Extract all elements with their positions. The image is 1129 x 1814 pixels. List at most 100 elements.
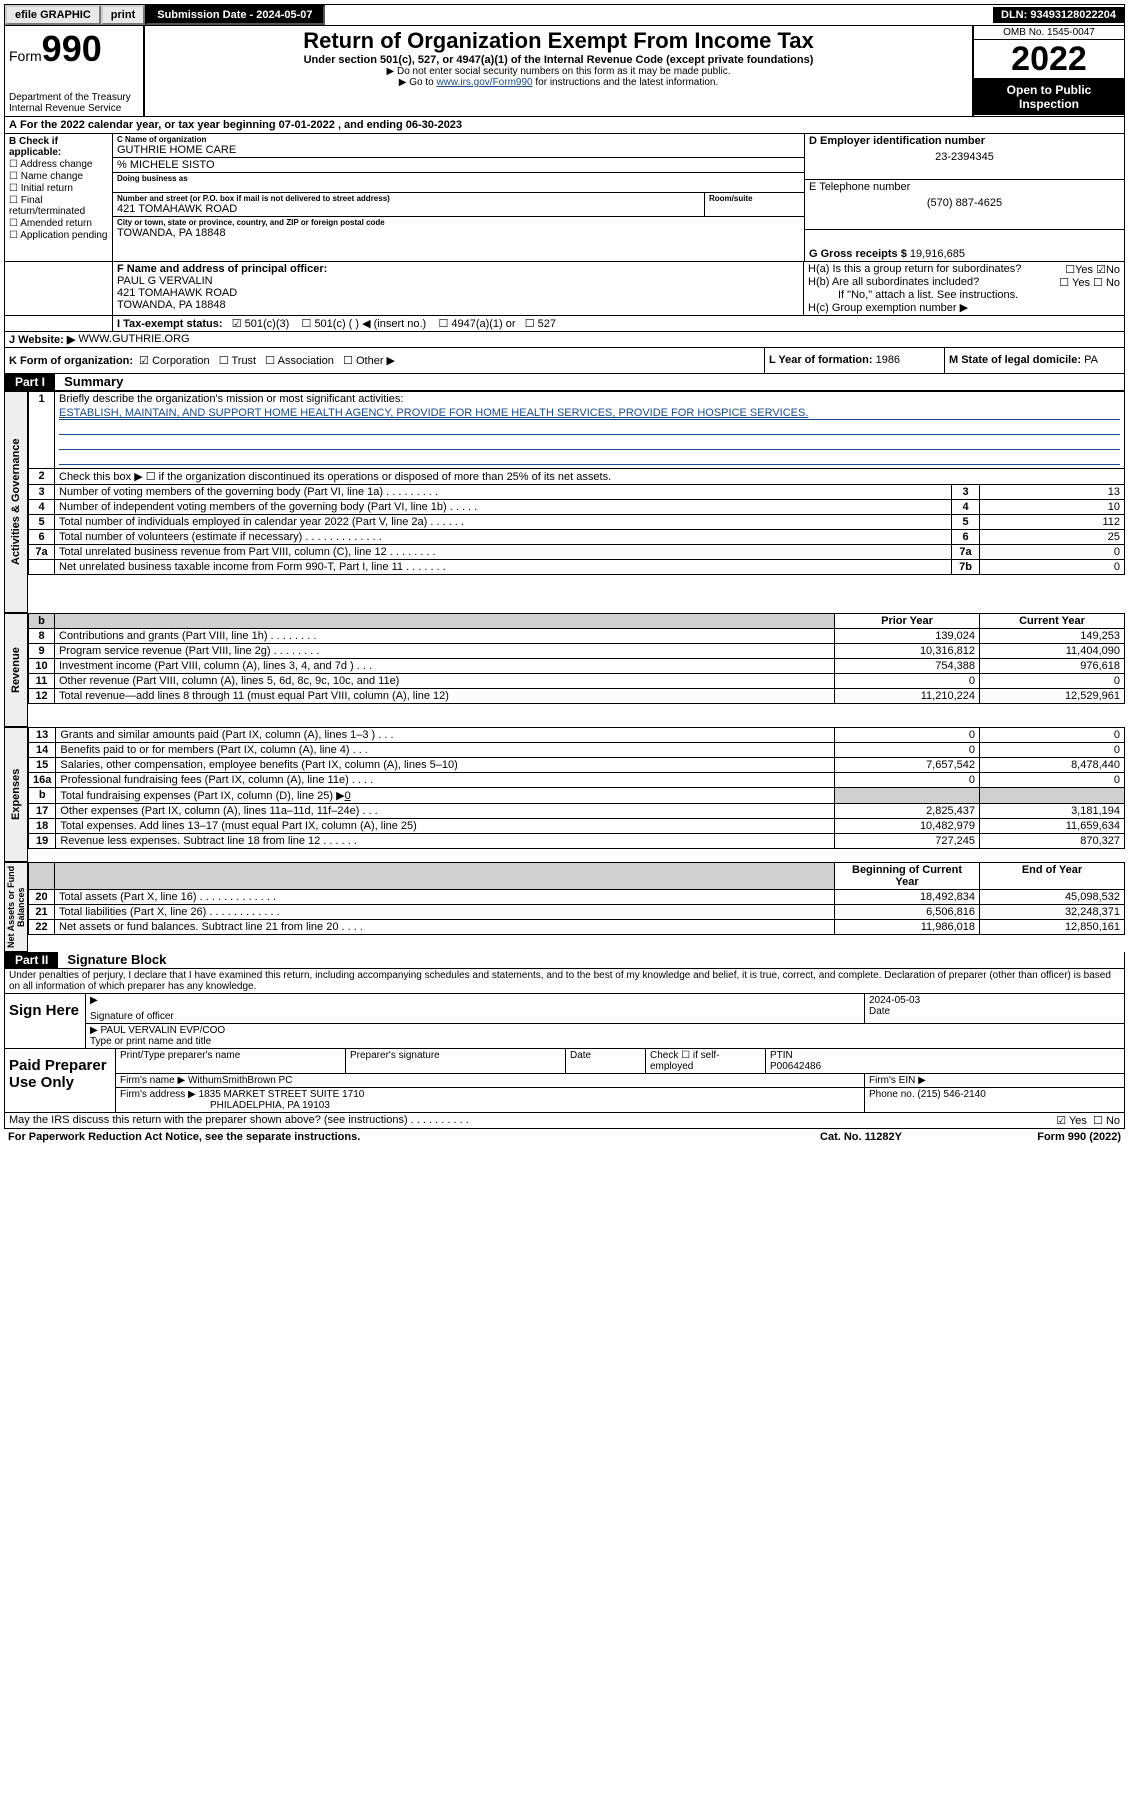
chk-initial-return[interactable]: ☐ Initial return xyxy=(9,183,108,194)
sig-date: 2024-05-03 xyxy=(869,995,1120,1006)
l8-prior: 139,024 xyxy=(835,629,980,644)
form-subtitle: Under section 501(c), 527, or 4947(a)(1)… xyxy=(153,54,964,66)
note-post: for instructions and the latest informat… xyxy=(533,77,719,88)
note-link: ▶ Go to www.irs.gov/Form990 for instruct… xyxy=(153,77,964,88)
chk-assoc[interactable]: ☐ Association xyxy=(265,355,334,367)
tax-exempt-label: I Tax-exempt status: xyxy=(117,318,223,330)
chk-corp[interactable]: ☑ Corporation xyxy=(139,355,209,367)
room-label: Room/suite xyxy=(709,194,800,203)
ptin-label: PTIN xyxy=(770,1050,1120,1061)
chk-amended[interactable]: ☐ Amended return xyxy=(9,218,108,229)
part1-body: Activities & Governance 1 Briefly descri… xyxy=(4,391,1125,613)
l15-prior: 7,657,542 xyxy=(835,758,980,773)
chk-501c3[interactable]: ☑ 501(c)(3) xyxy=(232,318,290,330)
self-employed-label[interactable]: Check ☐ if self-employed xyxy=(645,1049,765,1073)
l19-label: Revenue less expenses. Subtract line 18 … xyxy=(56,834,835,849)
part1-header: Part I Summary xyxy=(4,374,1125,391)
chk-4947[interactable]: ☐ 4947(a)(1) or xyxy=(438,318,515,330)
tax-year: 2022 xyxy=(974,40,1124,79)
expenses-section: Expenses 13Grants and similar amounts pa… xyxy=(4,727,1125,862)
print-button[interactable]: print xyxy=(101,5,145,25)
prior-year-hdr: Prior Year xyxy=(835,614,980,629)
sign-here-label: Sign Here xyxy=(5,994,85,1048)
l11-prior: 0 xyxy=(835,674,980,689)
chk-527[interactable]: ☐ 527 xyxy=(525,318,556,330)
ha-label: H(a) Is this a group return for subordin… xyxy=(808,263,1065,276)
chk-address-change[interactable]: ☐ Address change xyxy=(9,159,108,170)
revenue-section: Revenue bPrior YearCurrent Year 8Contrib… xyxy=(4,613,1125,727)
chk-name-change[interactable]: ☐ Name change xyxy=(9,171,108,182)
sig-name: PAUL VERVALIN EVP/COO xyxy=(100,1025,225,1036)
section-a-label: A xyxy=(9,119,17,131)
form-title: Return of Organization Exempt From Incom… xyxy=(153,28,964,54)
l17-prior: 2,825,437 xyxy=(835,804,980,819)
current-year-hdr: Current Year xyxy=(980,614,1125,629)
l7a-val: 0 xyxy=(980,545,1125,560)
chk-final-return[interactable]: ☐ Final return/terminated xyxy=(9,195,108,217)
dba-label: Doing business as xyxy=(117,174,800,183)
submission-date: Submission Date - 2024-05-07 xyxy=(145,5,324,25)
l20-label: Total assets (Part X, line 16) . . . . .… xyxy=(55,890,835,905)
year-formation-label: L Year of formation: xyxy=(769,354,873,366)
l6-val: 25 xyxy=(980,530,1125,545)
section-c: C Name of organization GUTHRIE HOME CARE… xyxy=(113,134,804,261)
l14-label: Benefits paid to or for members (Part IX… xyxy=(56,743,835,758)
line-a-taxyear: A For the 2022 calendar year, or tax yea… xyxy=(4,117,1125,134)
l13-prior: 0 xyxy=(835,728,980,743)
l4-label: Number of independent voting members of … xyxy=(55,500,952,515)
l7b-num: 7b xyxy=(952,560,980,575)
tab-revenue: Revenue xyxy=(4,613,28,727)
note-pre: ▶ Go to xyxy=(399,77,437,88)
chk-other[interactable]: ☐ Other ▶ xyxy=(343,355,395,367)
discuss-answer[interactable]: ☑ Yes ☐ No xyxy=(1056,1114,1120,1127)
l22-curr: 12,850,161 xyxy=(980,920,1125,935)
l16a-prior: 0 xyxy=(835,773,980,788)
irs-link[interactable]: www.irs.gov/Form990 xyxy=(436,77,532,88)
website: WWW.GUTHRIE.ORG xyxy=(78,333,189,346)
omb-number: OMB No. 1545-0047 xyxy=(974,26,1124,40)
l3-label: Number of voting members of the governin… xyxy=(55,485,952,500)
officer-group-block: F Name and address of principal officer:… xyxy=(4,262,1125,316)
netassets-table: Beginning of Current YearEnd of Year 20T… xyxy=(28,862,1125,935)
city: TOWANDA, PA 18848 xyxy=(117,227,800,239)
l22-prior: 11,986,018 xyxy=(835,920,980,935)
l17-label: Other expenses (Part IX, column (A), lin… xyxy=(56,804,835,819)
street: 421 TOMAHAWK ROAD xyxy=(117,203,700,215)
part2-title: Signature Block xyxy=(61,952,166,967)
ein-label: D Employer identification number xyxy=(809,135,985,147)
l9-prior: 10,316,812 xyxy=(835,644,980,659)
l7b-val: 0 xyxy=(980,560,1125,575)
ein: 23-2394345 xyxy=(809,147,1120,163)
l14-prior: 0 xyxy=(835,743,980,758)
l20-prior: 18,492,834 xyxy=(835,890,980,905)
l11-curr: 0 xyxy=(980,674,1125,689)
domicile: PA xyxy=(1084,354,1098,366)
l10-prior: 754,388 xyxy=(835,659,980,674)
governance-table: 1 Briefly describe the organization's mi… xyxy=(28,391,1125,575)
l15-label: Salaries, other compensation, employee b… xyxy=(56,758,835,773)
form-org-label: K Form of organization: xyxy=(9,355,133,367)
l13-curr: 0 xyxy=(980,728,1125,743)
page-footer: For Paperwork Reduction Act Notice, see … xyxy=(4,1129,1125,1145)
sig-name-label: Type or print name and title xyxy=(90,1036,1120,1047)
chk-501c[interactable]: ☐ 501(c) ( ) ◀ (insert no.) xyxy=(302,318,427,330)
beginning-hdr: Beginning of Current Year xyxy=(835,863,980,890)
l1-value[interactable]: ESTABLISH, MAINTAIN, AND SUPPORT HOME HE… xyxy=(59,407,808,419)
netassets-section: Net Assets or Fund Balances Beginning of… xyxy=(4,862,1125,952)
footer-mid: Cat. No. 11282Y xyxy=(761,1131,961,1143)
form-header: Form990 Department of the Treasury Inter… xyxy=(4,26,1125,117)
l21-label: Total liabilities (Part X, line 26) . . … xyxy=(55,905,835,920)
section-j: J Website: ▶ WWW.GUTHRIE.ORG xyxy=(4,332,1125,348)
l16a-label: Professional fundraising fees (Part IX, … xyxy=(56,773,835,788)
chk-app-pending[interactable]: ☐ Application pending xyxy=(9,230,108,241)
l10-curr: 976,618 xyxy=(980,659,1125,674)
efile-button[interactable]: efile GRAPHIC xyxy=(5,5,101,25)
part2-header: Part II Signature Block xyxy=(4,952,1125,969)
form-number: Form990 xyxy=(9,28,139,70)
expenses-table: 13Grants and similar amounts paid (Part … xyxy=(28,727,1125,849)
chk-trust[interactable]: ☐ Trust xyxy=(219,355,256,367)
l13-label: Grants and similar amounts paid (Part IX… xyxy=(56,728,835,743)
ha-answer[interactable]: ☐Yes ☑No xyxy=(1065,263,1120,276)
hb-answer[interactable]: ☐ Yes ☐ No xyxy=(1059,276,1120,289)
gross-receipts-label: G Gross receipts $ xyxy=(809,248,907,260)
